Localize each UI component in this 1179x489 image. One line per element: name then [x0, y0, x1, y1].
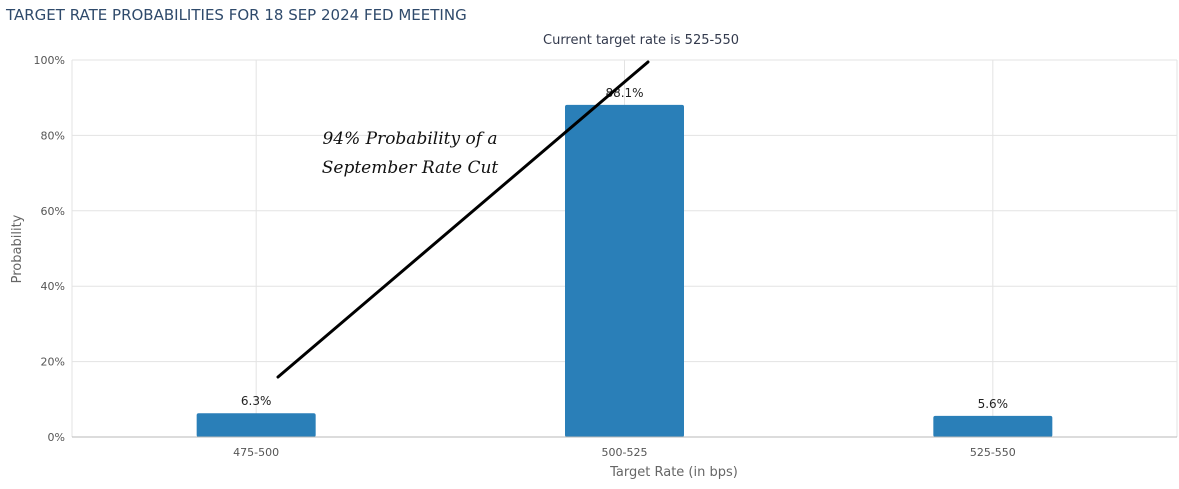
- annotation: 94% Probability of a September Rate Cut: [276, 60, 650, 379]
- annotation-arrow: [276, 60, 650, 379]
- chart-subtitle: Current target rate is 525-550: [543, 33, 739, 48]
- annotation-line-1: 94% Probability of a: [322, 129, 497, 149]
- bar-500-525: [565, 104, 684, 437]
- x-axis-label: Target Rate (in bps): [609, 465, 738, 480]
- x-tick-label: 525-550: [970, 446, 1016, 459]
- annotation-line-2: September Rate Cut: [322, 158, 499, 178]
- bar-series: 6.3%88.1%5.6%: [196, 86, 1053, 437]
- y-tick-label: 40%: [41, 280, 65, 293]
- chart-title: TARGET RATE PROBABILITIES FOR 18 SEP 202…: [6, 6, 467, 24]
- bar-525-550: [933, 415, 1053, 437]
- y-tick-label: 100%: [34, 54, 65, 67]
- y-tick-label: 0%: [48, 431, 65, 444]
- y-tick-label: 60%: [41, 205, 65, 218]
- data-label: 6.3%: [241, 394, 272, 408]
- x-tick-label: 500-525: [602, 446, 648, 459]
- y-axis-label: Probability: [10, 214, 25, 283]
- data-label: 5.6%: [978, 397, 1009, 411]
- y-tick-label: 20%: [41, 356, 65, 369]
- x-tick-label: 475-500: [233, 446, 279, 459]
- bar-475-500: [196, 413, 316, 437]
- x-axis-ticks: 475-500 500-525 525-550: [233, 446, 1016, 459]
- y-axis-ticks: 0% 20% 40% 60% 80% 100%: [34, 54, 65, 444]
- y-tick-label: 80%: [41, 129, 65, 142]
